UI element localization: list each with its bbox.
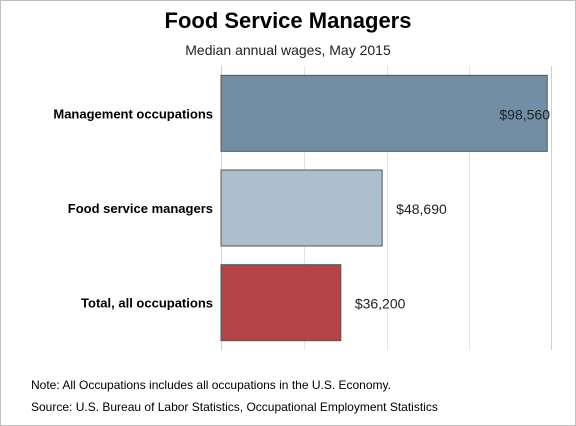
bar-1 [220,74,548,152]
category-label-1: Management occupations [53,106,213,121]
chart-subtitle: Median annual wages, May 2015 [185,42,391,58]
value-label-3: $36,200 [355,296,406,312]
value-label-2: $48,690 [396,201,447,217]
category-label-3: Total, all occupations [81,296,213,311]
category-label-2: Food service managers [68,201,213,216]
chart-note: Note: All Occupations includes all occup… [31,378,391,392]
bar-2 [220,169,383,247]
chart-title: Food Service Managers [164,8,412,33]
value-label-1: $98,560 [499,106,550,122]
bar-3 [220,264,342,342]
chart-source: Source: U.S. Bureau of Labor Statistics,… [31,400,438,414]
